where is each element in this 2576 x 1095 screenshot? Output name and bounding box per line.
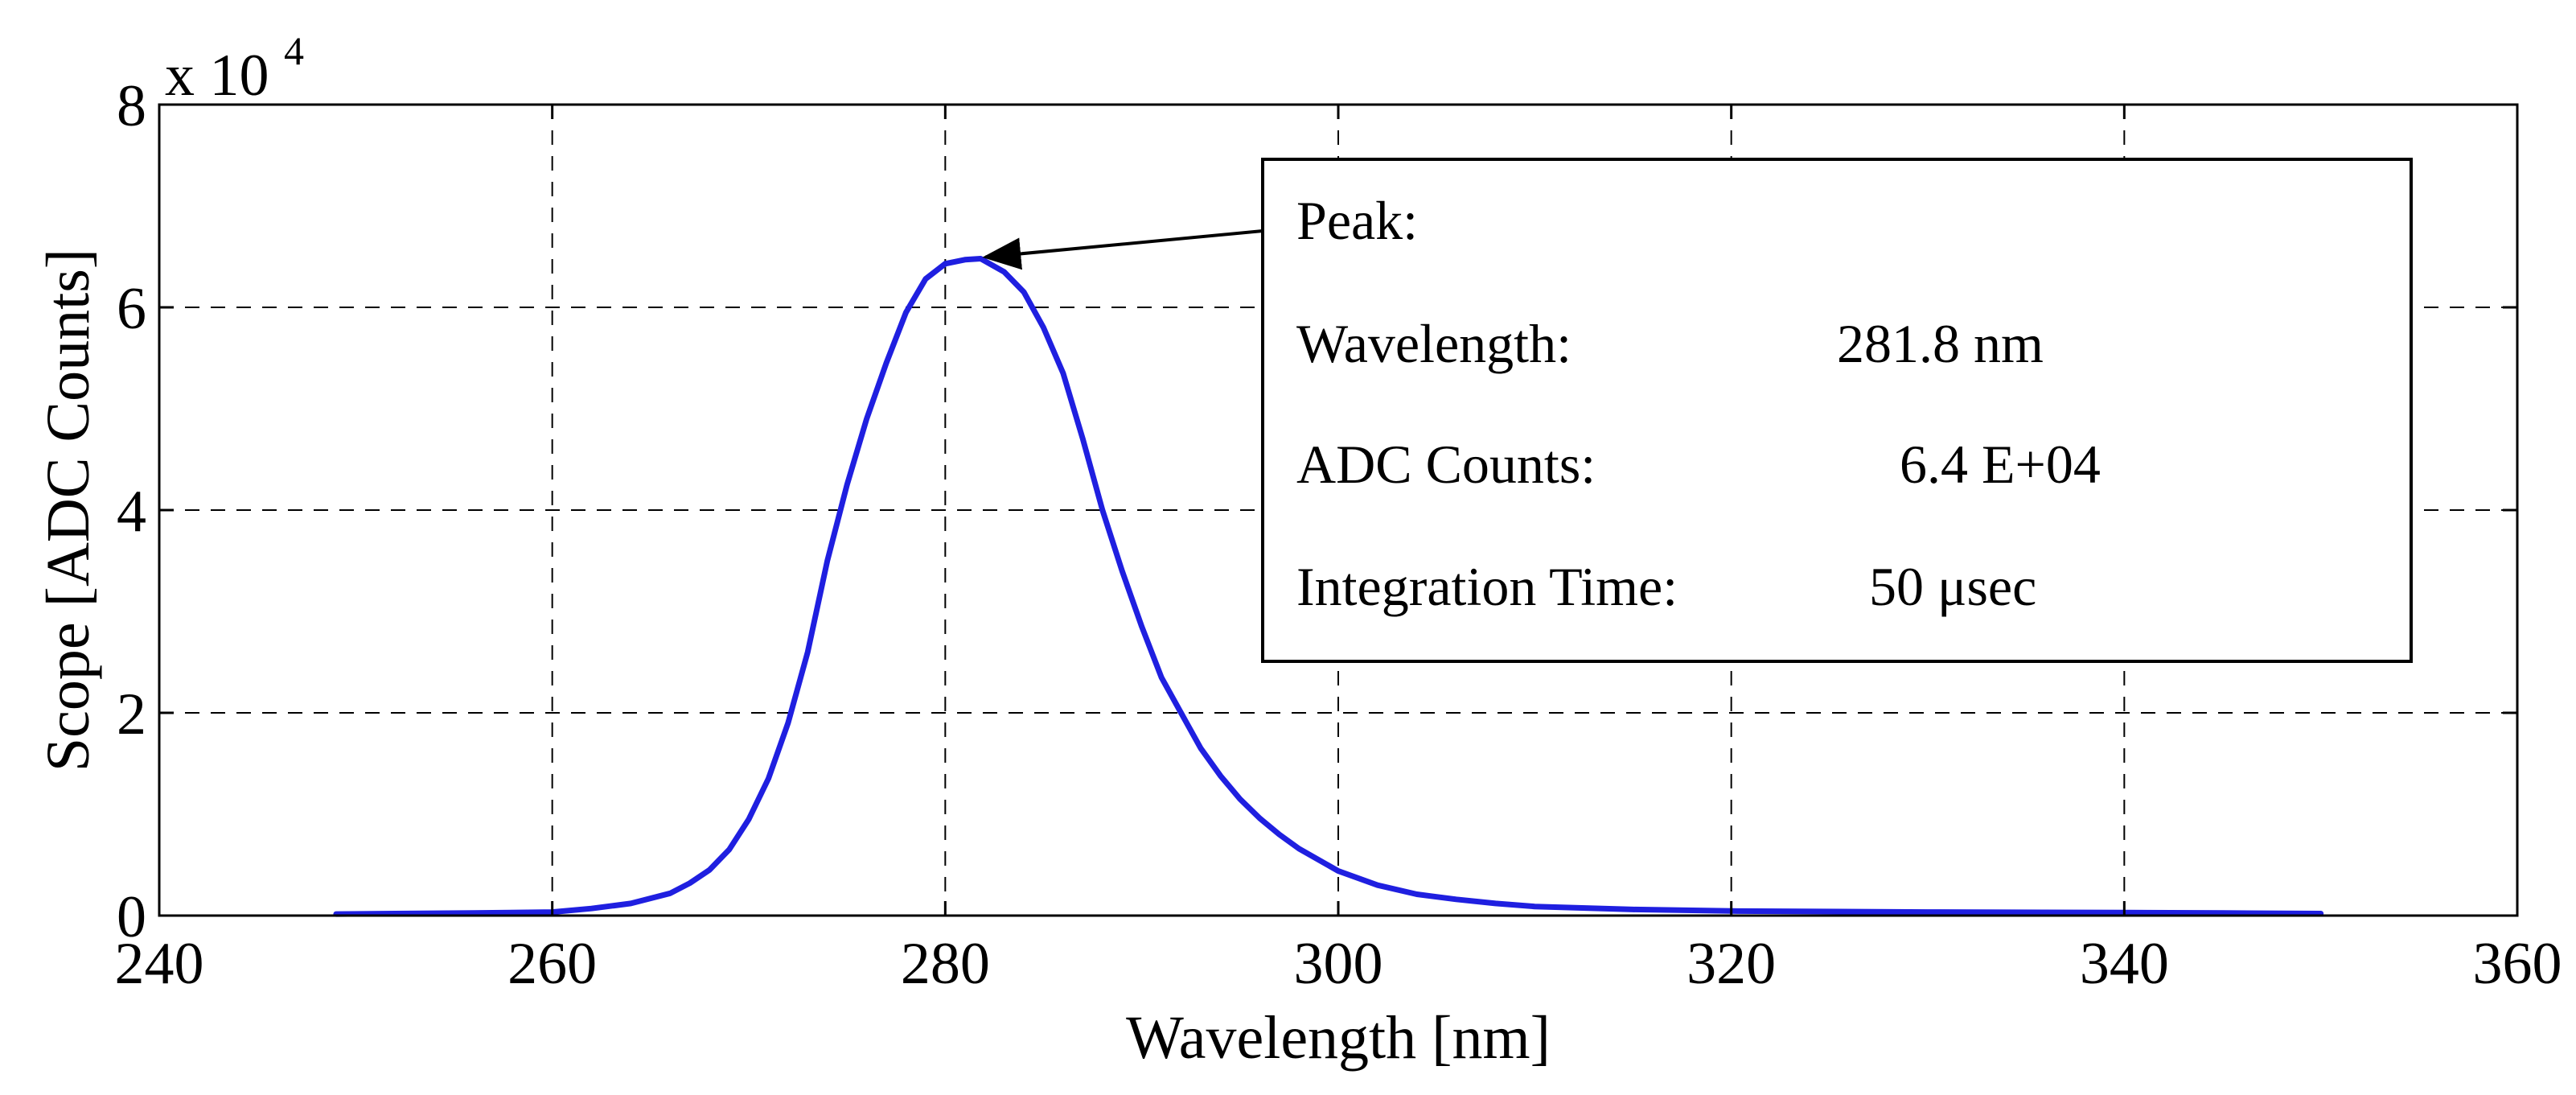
y-tick-label: 4 — [117, 479, 146, 545]
x-tick-label: 260 — [507, 931, 597, 997]
x-tick-label: 360 — [2473, 931, 2562, 997]
integration-time-value: 50 μsec — [1869, 556, 2036, 617]
x-tick-label: 340 — [2080, 931, 2169, 997]
y-multiplier-base: x 10 — [165, 43, 269, 109]
spectrum-line — [333, 256, 2324, 917]
wavelength-label: Wavelength: — [1296, 313, 1571, 374]
integration-time-label: Integration Time: — [1296, 556, 1678, 617]
x-tick-label: 240 — [115, 931, 204, 997]
y-multiplier-exponent: 4 — [284, 28, 304, 73]
annotation-box — [1261, 158, 2413, 663]
y-axis-label: Scope [ADC Counts] — [35, 249, 102, 772]
x-tick-label: 320 — [1687, 931, 1776, 997]
y-ticks: 0 2 4 6 8 — [117, 73, 2517, 950]
y-tick-label: 2 — [117, 681, 146, 747]
x-tick-label: 300 — [1294, 931, 1383, 997]
x-axis-label: Wavelength [nm] — [1126, 1004, 1551, 1072]
annotation-heading: Peak: — [1296, 190, 1418, 251]
wavelength-value: 281.8 nm — [1837, 313, 2044, 374]
y-multiplier: x 10 4 — [165, 28, 304, 109]
y-tick-label: 6 — [117, 276, 146, 342]
x-ticks: 240 260 280 300 320 340 360 — [115, 105, 2562, 997]
x-tick-label: 280 — [901, 931, 990, 997]
y-tick-label: 0 — [117, 884, 146, 950]
peak-annotation: Peak: Wavelength: 281.8 nm ADC Counts: 6… — [982, 158, 2413, 663]
adc-counts-label: ADC Counts: — [1296, 434, 1596, 495]
peak-arrow — [982, 229, 1263, 270]
adc-counts-value: 6.4 E+04 — [1900, 434, 2101, 495]
y-tick-label: 8 — [117, 73, 146, 139]
